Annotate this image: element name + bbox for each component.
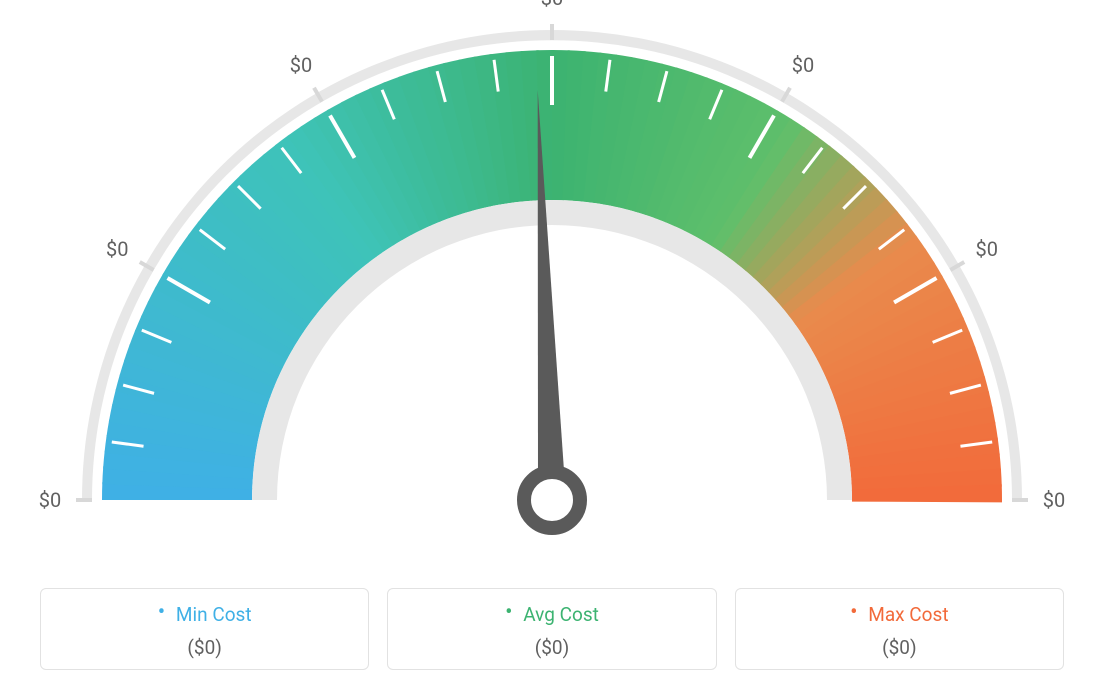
gauge-tick-label: $0 — [290, 53, 312, 77]
legend-card-avg: • Avg Cost ($0) — [387, 588, 716, 670]
gauge-tick-label: $0 — [39, 488, 61, 512]
gauge-tick-label: $0 — [106, 237, 128, 261]
legend-label-max: Max Cost — [868, 603, 948, 626]
legend-title-min: • Min Cost — [51, 603, 358, 626]
gauge-tick-label: $0 — [541, 0, 563, 10]
gauge-tick-label: $0 — [975, 237, 997, 261]
legend-value-max: ($0) — [746, 636, 1053, 659]
legend-card-min: • Min Cost ($0) — [40, 588, 369, 670]
gauge-svg — [0, 0, 1104, 560]
legend-value-avg: ($0) — [398, 636, 705, 659]
gauge-tick-label: $0 — [792, 53, 814, 77]
legend-row: • Min Cost ($0) • Avg Cost ($0) • Max Co… — [40, 588, 1064, 670]
legend-value-min: ($0) — [51, 636, 358, 659]
legend-label-min: Min Cost — [176, 603, 252, 626]
cost-gauge-chart: $0 $0 $0 $0 $0 $0 $0 • Min Cost ($0) • Avg Cos… — [0, 0, 1104, 690]
gauge-area: $0 $0 $0 $0 $0 $0 $0 — [0, 0, 1104, 560]
legend-card-max: • Max Cost ($0) — [735, 588, 1064, 670]
legend-title-max: • Max Cost — [746, 603, 1053, 626]
legend-label-avg: Avg Cost — [523, 603, 599, 626]
legend-title-avg: • Avg Cost — [398, 603, 705, 626]
gauge-tick-label: $0 — [1043, 488, 1065, 512]
